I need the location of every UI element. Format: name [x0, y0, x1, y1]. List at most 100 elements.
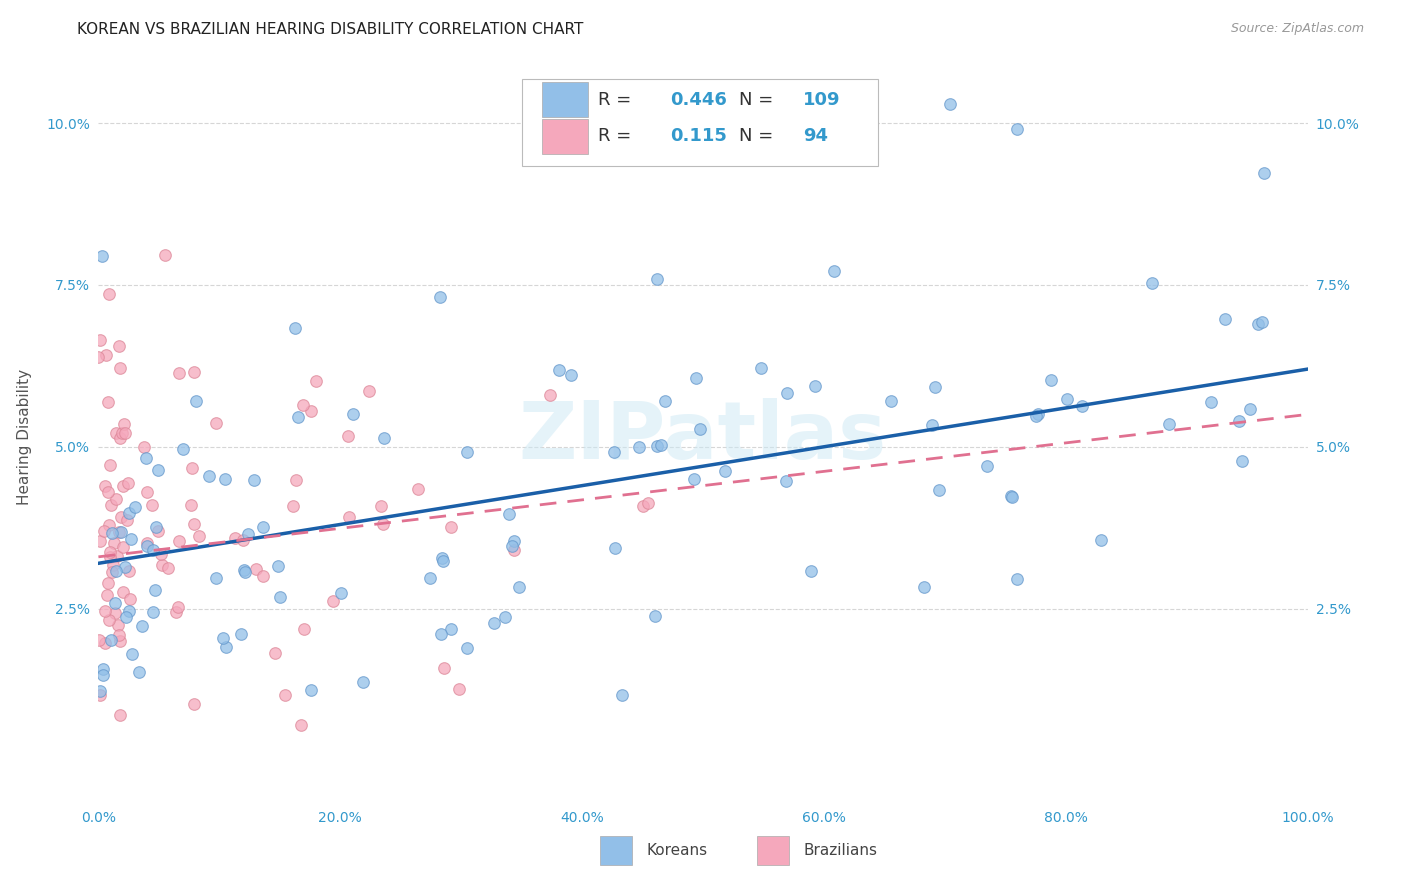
Point — [107, 628, 129, 642]
Point — [181, 460, 204, 475]
Point — [110, 525, 132, 540]
Point — [105, 425, 128, 440]
Point — [108, 633, 131, 648]
Point — [135, 485, 157, 500]
Point — [128, 665, 150, 680]
Point — [146, 463, 169, 477]
Point — [501, 539, 523, 553]
Point — [118, 506, 141, 520]
Point — [548, 363, 571, 377]
Point — [150, 558, 173, 573]
Point — [1071, 399, 1094, 413]
Point — [921, 417, 943, 432]
Point — [299, 682, 322, 697]
Point — [89, 333, 111, 347]
Point — [1247, 318, 1270, 332]
Point — [212, 632, 235, 646]
Point — [714, 464, 737, 478]
Text: ZIPatlas: ZIPatlas — [519, 398, 887, 476]
Text: 0.115: 0.115 — [671, 128, 727, 145]
Point — [100, 498, 122, 512]
FancyBboxPatch shape — [522, 78, 879, 167]
Point — [776, 386, 799, 401]
Point — [215, 640, 238, 654]
Point — [108, 432, 131, 446]
Point — [97, 484, 120, 499]
Point — [1199, 395, 1222, 409]
Point — [111, 540, 134, 554]
Point — [498, 508, 520, 522]
Point — [117, 475, 139, 490]
Point — [264, 647, 287, 661]
Point — [880, 393, 903, 408]
Point — [644, 609, 666, 624]
Point — [198, 469, 221, 483]
Point — [205, 571, 228, 585]
Text: 0.446: 0.446 — [671, 91, 727, 109]
Point — [229, 626, 252, 640]
Point — [232, 533, 254, 547]
Point — [322, 594, 344, 608]
Point — [432, 554, 454, 568]
Point — [252, 519, 274, 533]
Text: 94: 94 — [803, 128, 828, 145]
Point — [120, 533, 142, 547]
Point — [93, 636, 115, 650]
Point — [101, 566, 124, 580]
Point — [329, 586, 352, 600]
Point — [1000, 489, 1022, 503]
Text: Koreans: Koreans — [647, 843, 707, 858]
Point — [924, 380, 946, 394]
Text: KOREAN VS BRAZILIAN HEARING DISABILITY CORRELATION CHART: KOREAN VS BRAZILIAN HEARING DISABILITY C… — [77, 22, 583, 37]
Point — [167, 600, 190, 615]
Point — [97, 575, 120, 590]
Point — [145, 520, 167, 534]
Point — [494, 610, 516, 624]
Point — [143, 582, 166, 597]
Point — [172, 442, 194, 457]
Point — [605, 541, 627, 555]
Point — [135, 451, 157, 466]
Point — [373, 431, 395, 445]
Point — [299, 404, 322, 418]
Point — [111, 585, 134, 599]
Point — [1005, 121, 1028, 136]
Point — [110, 360, 132, 375]
Point — [290, 718, 312, 732]
Point — [107, 618, 129, 632]
Point — [142, 605, 165, 619]
Text: 109: 109 — [803, 91, 841, 109]
Point — [1140, 276, 1163, 290]
Point — [89, 534, 111, 549]
Point — [287, 410, 309, 425]
Point — [645, 439, 668, 453]
Point — [1056, 392, 1078, 406]
Point — [108, 707, 131, 722]
Point — [110, 509, 132, 524]
Point — [115, 513, 138, 527]
Text: Brazilians: Brazilians — [803, 843, 877, 858]
Point — [96, 588, 118, 602]
Point — [429, 290, 451, 304]
Point — [87, 350, 110, 364]
Point — [117, 604, 139, 618]
Point — [243, 473, 266, 487]
Point — [107, 338, 129, 352]
Point — [631, 499, 654, 513]
Point — [273, 689, 295, 703]
Point — [97, 518, 120, 533]
Point — [683, 472, 706, 486]
Point — [101, 526, 124, 541]
Point — [456, 641, 478, 656]
Point — [503, 542, 526, 557]
Point — [104, 491, 127, 506]
Text: R =: R = — [598, 91, 631, 109]
Point — [342, 408, 364, 422]
Point — [111, 425, 134, 440]
Text: Source: ZipAtlas.com: Source: ZipAtlas.com — [1230, 22, 1364, 36]
Point — [292, 622, 315, 636]
Point — [167, 534, 190, 549]
Point — [131, 619, 153, 633]
Point — [112, 417, 135, 431]
Point — [136, 539, 159, 553]
